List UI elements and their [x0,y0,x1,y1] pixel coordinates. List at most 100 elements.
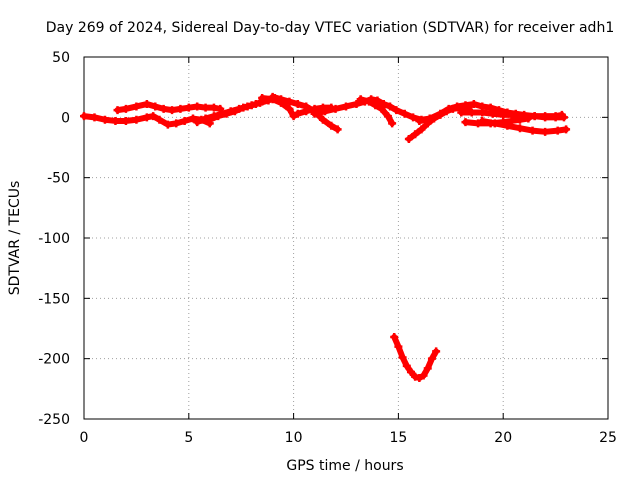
data-point [383,112,392,121]
data-point [321,107,330,116]
data-point [503,121,512,130]
chart-title: Day 269 of 2024, Sidereal Day-to-day VTE… [46,20,614,36]
data-point [318,115,327,124]
data-point [201,103,210,112]
x-tick-label: 5 [184,430,193,446]
data-point [461,101,470,110]
data-point [398,353,407,362]
data-point [453,102,462,111]
data-point [415,373,424,382]
data-point [557,110,566,119]
x-axis-label: GPS time / hours [286,458,403,474]
data-point [188,114,197,123]
data-point [427,354,436,363]
data-point [277,95,286,104]
series-track-14 [390,332,441,382]
data-point [205,115,214,124]
x-tick-label: 20 [494,430,512,446]
series-track-2 [113,100,225,115]
data-point [285,104,294,113]
data-point [388,119,397,128]
data-point [457,108,466,117]
data-point [256,98,265,107]
data-point [342,102,350,111]
data-point [184,103,193,112]
data-point [293,100,302,109]
series-track-11 [457,108,566,121]
y-tick-label: -50 [47,171,70,187]
data-point [562,125,571,134]
x-tick-label: 25 [599,430,617,446]
data-point [541,112,550,121]
data-point [528,126,537,135]
data-point [302,102,311,111]
data-point [327,121,336,130]
data-point [371,101,380,110]
data-point [100,115,109,124]
data-point [111,116,120,125]
data-point [530,112,539,121]
x-tick-label: 15 [389,430,407,446]
data-point [151,102,160,111]
data-point [469,100,478,109]
data-series [80,92,571,382]
data-point [365,97,374,106]
data-point [258,94,267,103]
data-point [268,92,277,101]
data-point [352,100,361,109]
x-tick-label: 0 [80,430,89,446]
data-point [180,116,189,125]
data-point [214,112,223,121]
data-point [488,109,497,118]
data-point [90,113,99,122]
data-point [132,102,141,111]
series-track-13 [478,116,571,136]
data-point [461,118,470,127]
data-point [419,371,428,380]
data-point [310,109,319,118]
data-point [289,112,298,121]
data-point [541,127,550,136]
data-point [490,119,499,128]
data-point [509,110,518,119]
y-tick-label: 50 [52,50,70,66]
data-point [515,115,524,124]
data-point [159,104,168,113]
data-point [400,109,409,118]
series-track-8 [356,95,397,128]
data-point [293,109,302,118]
y-tick-label: 0 [61,110,70,126]
data-point [379,100,388,109]
data-point [356,95,365,104]
data-point [172,119,181,128]
data-point [467,108,476,117]
data-point [142,100,151,109]
y-tick-label: -200 [38,352,70,368]
data-point [436,109,445,118]
data-point [239,103,248,112]
y-axis-label: SDTVAR / TECUs [7,181,23,296]
data-point [176,104,185,113]
x-tick-label: 10 [285,430,303,446]
data-point [132,115,141,124]
data-point [230,107,239,116]
data-point [394,342,403,351]
data-point [193,102,202,111]
data-point [417,125,426,134]
data-point [392,106,401,115]
data-point [486,103,495,112]
data-point [80,112,88,121]
data-point [406,367,415,376]
data-point [333,125,342,134]
data-point [423,364,432,373]
data-point [331,104,340,113]
data-point [499,110,508,119]
axis-ticks: 0 5 10 15 20 25 -250 -200 -150 -100 -50 0 50 [38,50,617,446]
data-point [121,104,130,113]
data-point [377,104,386,113]
data-point [193,118,202,127]
data-point [121,116,130,125]
data-point [390,332,399,341]
y-tick-label: -150 [38,291,70,307]
